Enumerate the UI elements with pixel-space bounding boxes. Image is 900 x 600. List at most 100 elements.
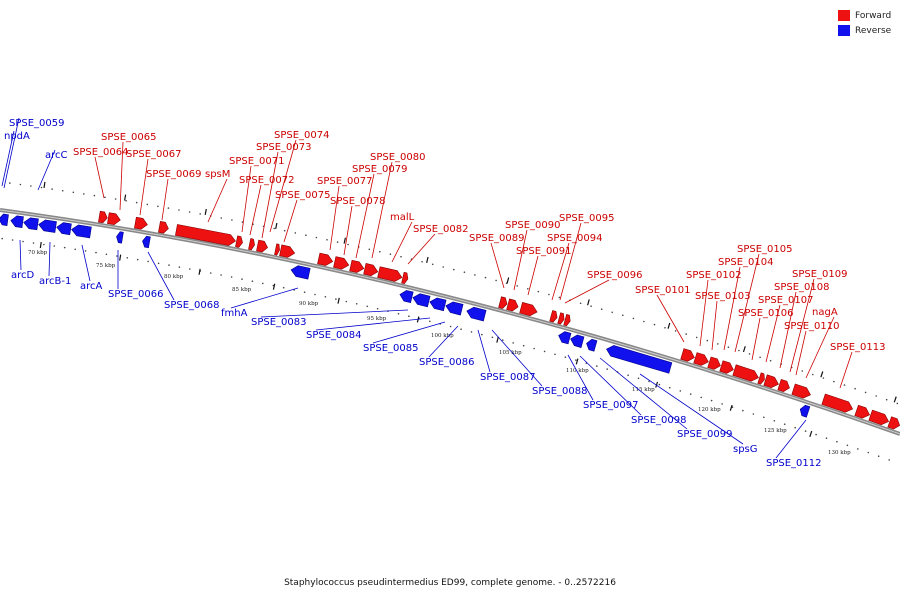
forward-gene-arrow — [401, 271, 409, 285]
track-dot — [251, 280, 254, 283]
forward-leader-line — [513, 229, 528, 291]
track-dot — [596, 365, 598, 367]
forward-gene-arrow — [107, 212, 121, 226]
track-dot — [199, 213, 201, 215]
forward-gene-label: SPSE_0082 — [413, 224, 469, 235]
track-dot — [135, 201, 138, 204]
reverse-leader-line — [147, 251, 175, 301]
forward-gene-label: SPSE_0065 — [101, 132, 157, 143]
track-dot — [241, 278, 243, 280]
track-dot — [178, 266, 181, 268]
major-tick — [124, 194, 127, 201]
track-dot — [421, 261, 423, 263]
forward-gene-arrow — [248, 238, 255, 251]
forward-leader-line — [249, 184, 262, 236]
track-dot — [742, 409, 744, 412]
track-dot — [833, 380, 835, 383]
reverse-gene-arrow — [290, 265, 311, 280]
label-leader-lines — [1, 117, 853, 459]
reverse-gene-label: npdA — [4, 131, 30, 142]
forward-gene-arrow — [763, 374, 779, 389]
track-dot — [104, 196, 106, 199]
forward-leader-line — [119, 141, 124, 211]
forward-gene-label: SPSE_0071 — [229, 156, 285, 167]
track-dot — [283, 229, 286, 232]
track-dot — [522, 344, 525, 347]
reverse-swatch-icon — [838, 25, 850, 36]
forward-gene-arrow — [732, 364, 759, 382]
kbp-tick-label: 90 kbp — [299, 301, 319, 307]
reverse-gene-arrow — [429, 297, 447, 312]
forward-leader-line — [765, 304, 781, 363]
track-dot — [763, 416, 765, 419]
major-tick — [337, 297, 340, 304]
reverse-leader-line — [639, 373, 744, 445]
major-tick — [198, 268, 201, 275]
major-tick — [809, 430, 813, 437]
track-dot — [491, 336, 494, 339]
reverse-gene-label: SPSE_0088 — [532, 386, 588, 397]
track-dot — [653, 323, 656, 326]
major-tick — [587, 299, 590, 306]
reverse-leader-line — [477, 329, 491, 373]
inner-dot-track — [1, 237, 890, 461]
kbp-tick-label: 75 kbp — [96, 263, 116, 269]
forward-leader-line — [699, 279, 709, 347]
track-dot — [376, 307, 379, 310]
track-dot — [495, 279, 497, 282]
track-dot — [230, 276, 233, 278]
track-dot — [408, 315, 410, 318]
major-tick — [426, 256, 429, 264]
track-dot — [857, 448, 859, 450]
forward-leader-line — [207, 178, 228, 223]
forward-gene-label: SPSE_0074 — [274, 130, 330, 141]
track-dot — [147, 260, 149, 263]
track-dot — [40, 186, 43, 189]
forward-leader-line — [795, 330, 807, 376]
track-dot — [30, 185, 32, 187]
track-dot — [864, 391, 867, 394]
track-dot — [679, 390, 682, 392]
track-dot — [812, 373, 814, 376]
track-dot — [400, 255, 402, 258]
track-dot — [345, 300, 348, 303]
track-dot — [854, 387, 856, 390]
forward-gene-arrow — [274, 243, 280, 256]
track-dot — [801, 370, 804, 372]
reverse-gene-arrow — [71, 224, 92, 239]
track-dot — [721, 403, 723, 405]
track-dot — [366, 305, 369, 308]
kbp-tick-label: 95 kbp — [367, 316, 387, 322]
forward-leader-line — [789, 278, 815, 373]
track-dot — [19, 183, 22, 186]
reverse-gene-label: arcD — [11, 270, 35, 281]
forward-leader-line — [839, 351, 853, 389]
forward-leader-line — [241, 165, 252, 233]
track-dot — [126, 257, 129, 259]
track-dot — [706, 339, 709, 342]
track-dot — [527, 288, 529, 290]
major-tick — [272, 283, 276, 290]
major-tick — [343, 237, 347, 244]
reverse-leader-line — [428, 325, 459, 358]
track-dot — [695, 336, 698, 339]
forward-gene-arrow — [333, 256, 350, 270]
kbp-tick-label: 85 kbp — [232, 287, 252, 293]
track-dot — [241, 221, 244, 223]
track-dot — [846, 444, 849, 447]
forward-gene-arrow — [498, 296, 508, 309]
reverse-gene-arrow — [570, 334, 585, 348]
track-dot — [429, 320, 431, 323]
track-dot — [389, 253, 392, 255]
reverse-gene-arrow — [586, 338, 598, 352]
reverse-leader-line — [48, 241, 51, 277]
forward-gene-arrow — [349, 259, 365, 273]
forward-gene-arrow — [363, 263, 379, 277]
track-dot — [674, 330, 677, 332]
forward-gene-label: SPSE_0105 — [737, 244, 793, 255]
track-dot — [558, 296, 561, 299]
forward-gene-label: SPSE_0110 — [784, 321, 840, 332]
reverse-leader-line — [775, 419, 807, 459]
reverse-gene-label: SPSE_0098 — [631, 415, 687, 426]
